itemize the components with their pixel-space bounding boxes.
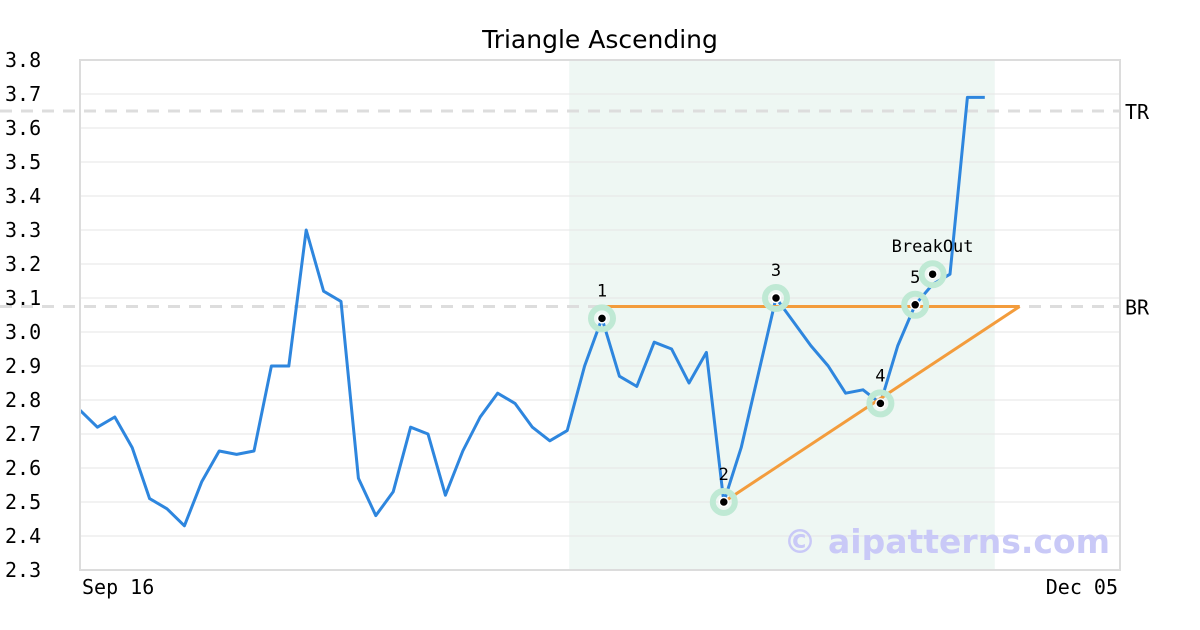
y-tick-label: 2.9 — [5, 354, 41, 378]
chart-title: Triangle Ascending — [481, 25, 718, 54]
pattern-point-halo — [762, 284, 790, 312]
y-tick-label: 3.1 — [5, 286, 41, 310]
pattern-point — [927, 268, 938, 280]
y-tick-label: 3.6 — [5, 116, 41, 140]
pattern-point — [596, 313, 608, 324]
x-tick-label-start: Sep 16 — [82, 575, 154, 599]
y-tick-label: 3.2 — [5, 252, 41, 276]
y-tick-label: 2.5 — [5, 490, 41, 514]
x-tick-label-end: Dec 05 — [1046, 575, 1118, 599]
y-tick-label: 2.7 — [5, 422, 41, 446]
y-tick-label: 3.0 — [5, 320, 41, 344]
pattern-point-label: 5 — [910, 268, 920, 288]
y-tick-label: 3.7 — [5, 82, 41, 106]
watermark: © aipatterns.com — [784, 522, 1110, 561]
price-series-line — [78, 95, 985, 528]
y-tick-label: 3.4 — [5, 184, 41, 208]
pattern-point-halo — [866, 389, 895, 418]
y-tick-label: 2.6 — [5, 456, 41, 480]
pattern-point — [875, 398, 886, 409]
pattern-region — [569, 60, 995, 570]
y-tick-label: 3.3 — [5, 218, 41, 242]
y-tick-label: 2.4 — [5, 524, 41, 548]
breakout-annotation: BreakOut — [892, 237, 974, 257]
pattern-point-halo — [918, 260, 947, 289]
pattern-point — [770, 292, 782, 304]
y-tick-label: 2.3 — [5, 558, 41, 582]
pattern-point-halo — [901, 290, 930, 319]
y-tick-label: 2.8 — [5, 388, 41, 412]
y-tick-label: 3.5 — [5, 150, 41, 174]
pattern-point-label: 4 — [875, 366, 885, 386]
pattern-point-halo — [588, 304, 616, 333]
pattern-point — [718, 496, 730, 508]
pattern-point-halo — [709, 488, 738, 516]
level-label-br: BR — [1125, 296, 1150, 320]
pattern-point-label: 1 — [597, 281, 607, 301]
pattern-point — [909, 299, 921, 311]
y-tick-label: 3.8 — [5, 48, 41, 72]
level-label-tr: TR — [1125, 100, 1150, 124]
pattern-point-label: 3 — [771, 261, 781, 281]
plot-frame — [79, 59, 1121, 571]
pattern-point-label: 2 — [719, 465, 729, 485]
grid — [80, 59, 1120, 571]
